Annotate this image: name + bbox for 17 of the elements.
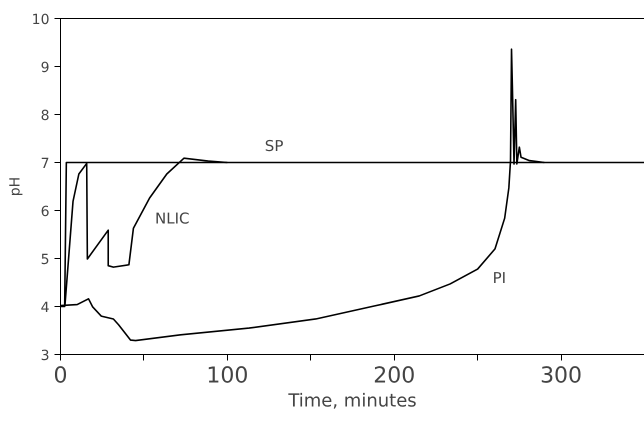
- y-tick-label: 10: [32, 12, 50, 28]
- series-label: PI: [492, 269, 506, 288]
- y-tick-label: 8: [40, 108, 50, 124]
- x-tick-label: 300: [540, 364, 582, 388]
- series-label: NLIC: [155, 210, 190, 228]
- x-axis-title: Time, minutes: [287, 390, 417, 412]
- y-tick-label: 7: [40, 156, 50, 172]
- y-axis-title: pH: [8, 176, 24, 196]
- y-tick-label: 4: [40, 300, 50, 316]
- y-tick-label: 6: [40, 204, 50, 220]
- y-tick-label: 5: [40, 252, 50, 268]
- series-label: SP: [264, 137, 284, 156]
- x-tick-label: 100: [206, 364, 248, 388]
- y-tick-label: 3: [40, 348, 50, 364]
- x-tick-label: 200: [373, 364, 416, 388]
- y-tick-label: 9: [40, 60, 50, 76]
- x-tick-label: 0: [54, 364, 68, 388]
